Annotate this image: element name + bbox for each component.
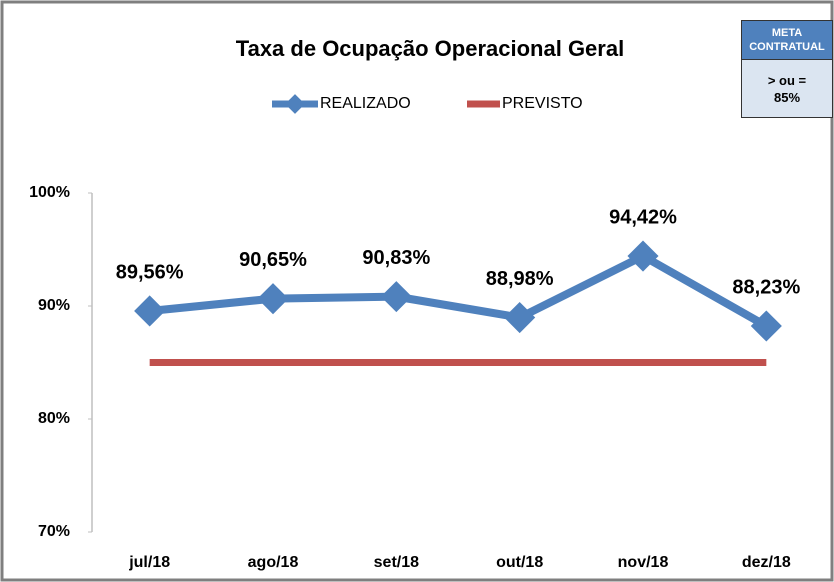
data-label: 94,42%: [609, 206, 677, 228]
legend-label: REALIZADO: [320, 95, 411, 112]
series-line: [149, 252, 769, 330]
x-tick-label: jul/18: [128, 554, 170, 571]
point: [750, 310, 782, 342]
data-label: 90,83%: [362, 247, 430, 269]
y-tick-label: 70%: [38, 523, 70, 540]
x-tick-label: ago/18: [248, 554, 299, 571]
x-tick-label: dez/18: [742, 554, 791, 571]
x-tick-label: nov/18: [618, 554, 669, 571]
point: [134, 295, 166, 327]
point: [504, 301, 536, 334]
x-tick-label: set/18: [374, 554, 419, 571]
data-label: 89,56%: [116, 261, 184, 283]
meta-title: META CONTRATUAL: [741, 20, 833, 60]
data-label: 88,23%: [732, 276, 800, 298]
legend-marker: [285, 94, 305, 114]
y-tick-label: 80%: [38, 410, 70, 427]
point: [257, 283, 289, 315]
legend-label: PREVISTO: [502, 95, 583, 112]
x-tick-label: out/18: [496, 554, 543, 571]
point: [627, 240, 659, 272]
meta-text: > ou = 85%: [741, 60, 833, 118]
data-label: 88,98%: [486, 268, 554, 290]
chart-title: Taxa de Ocupação Operacional Geral: [236, 36, 624, 61]
data-label: 90,65%: [239, 249, 307, 271]
y-tick-label: 100%: [29, 184, 70, 201]
point: [380, 281, 412, 313]
y-tick-label: 90%: [38, 297, 70, 314]
